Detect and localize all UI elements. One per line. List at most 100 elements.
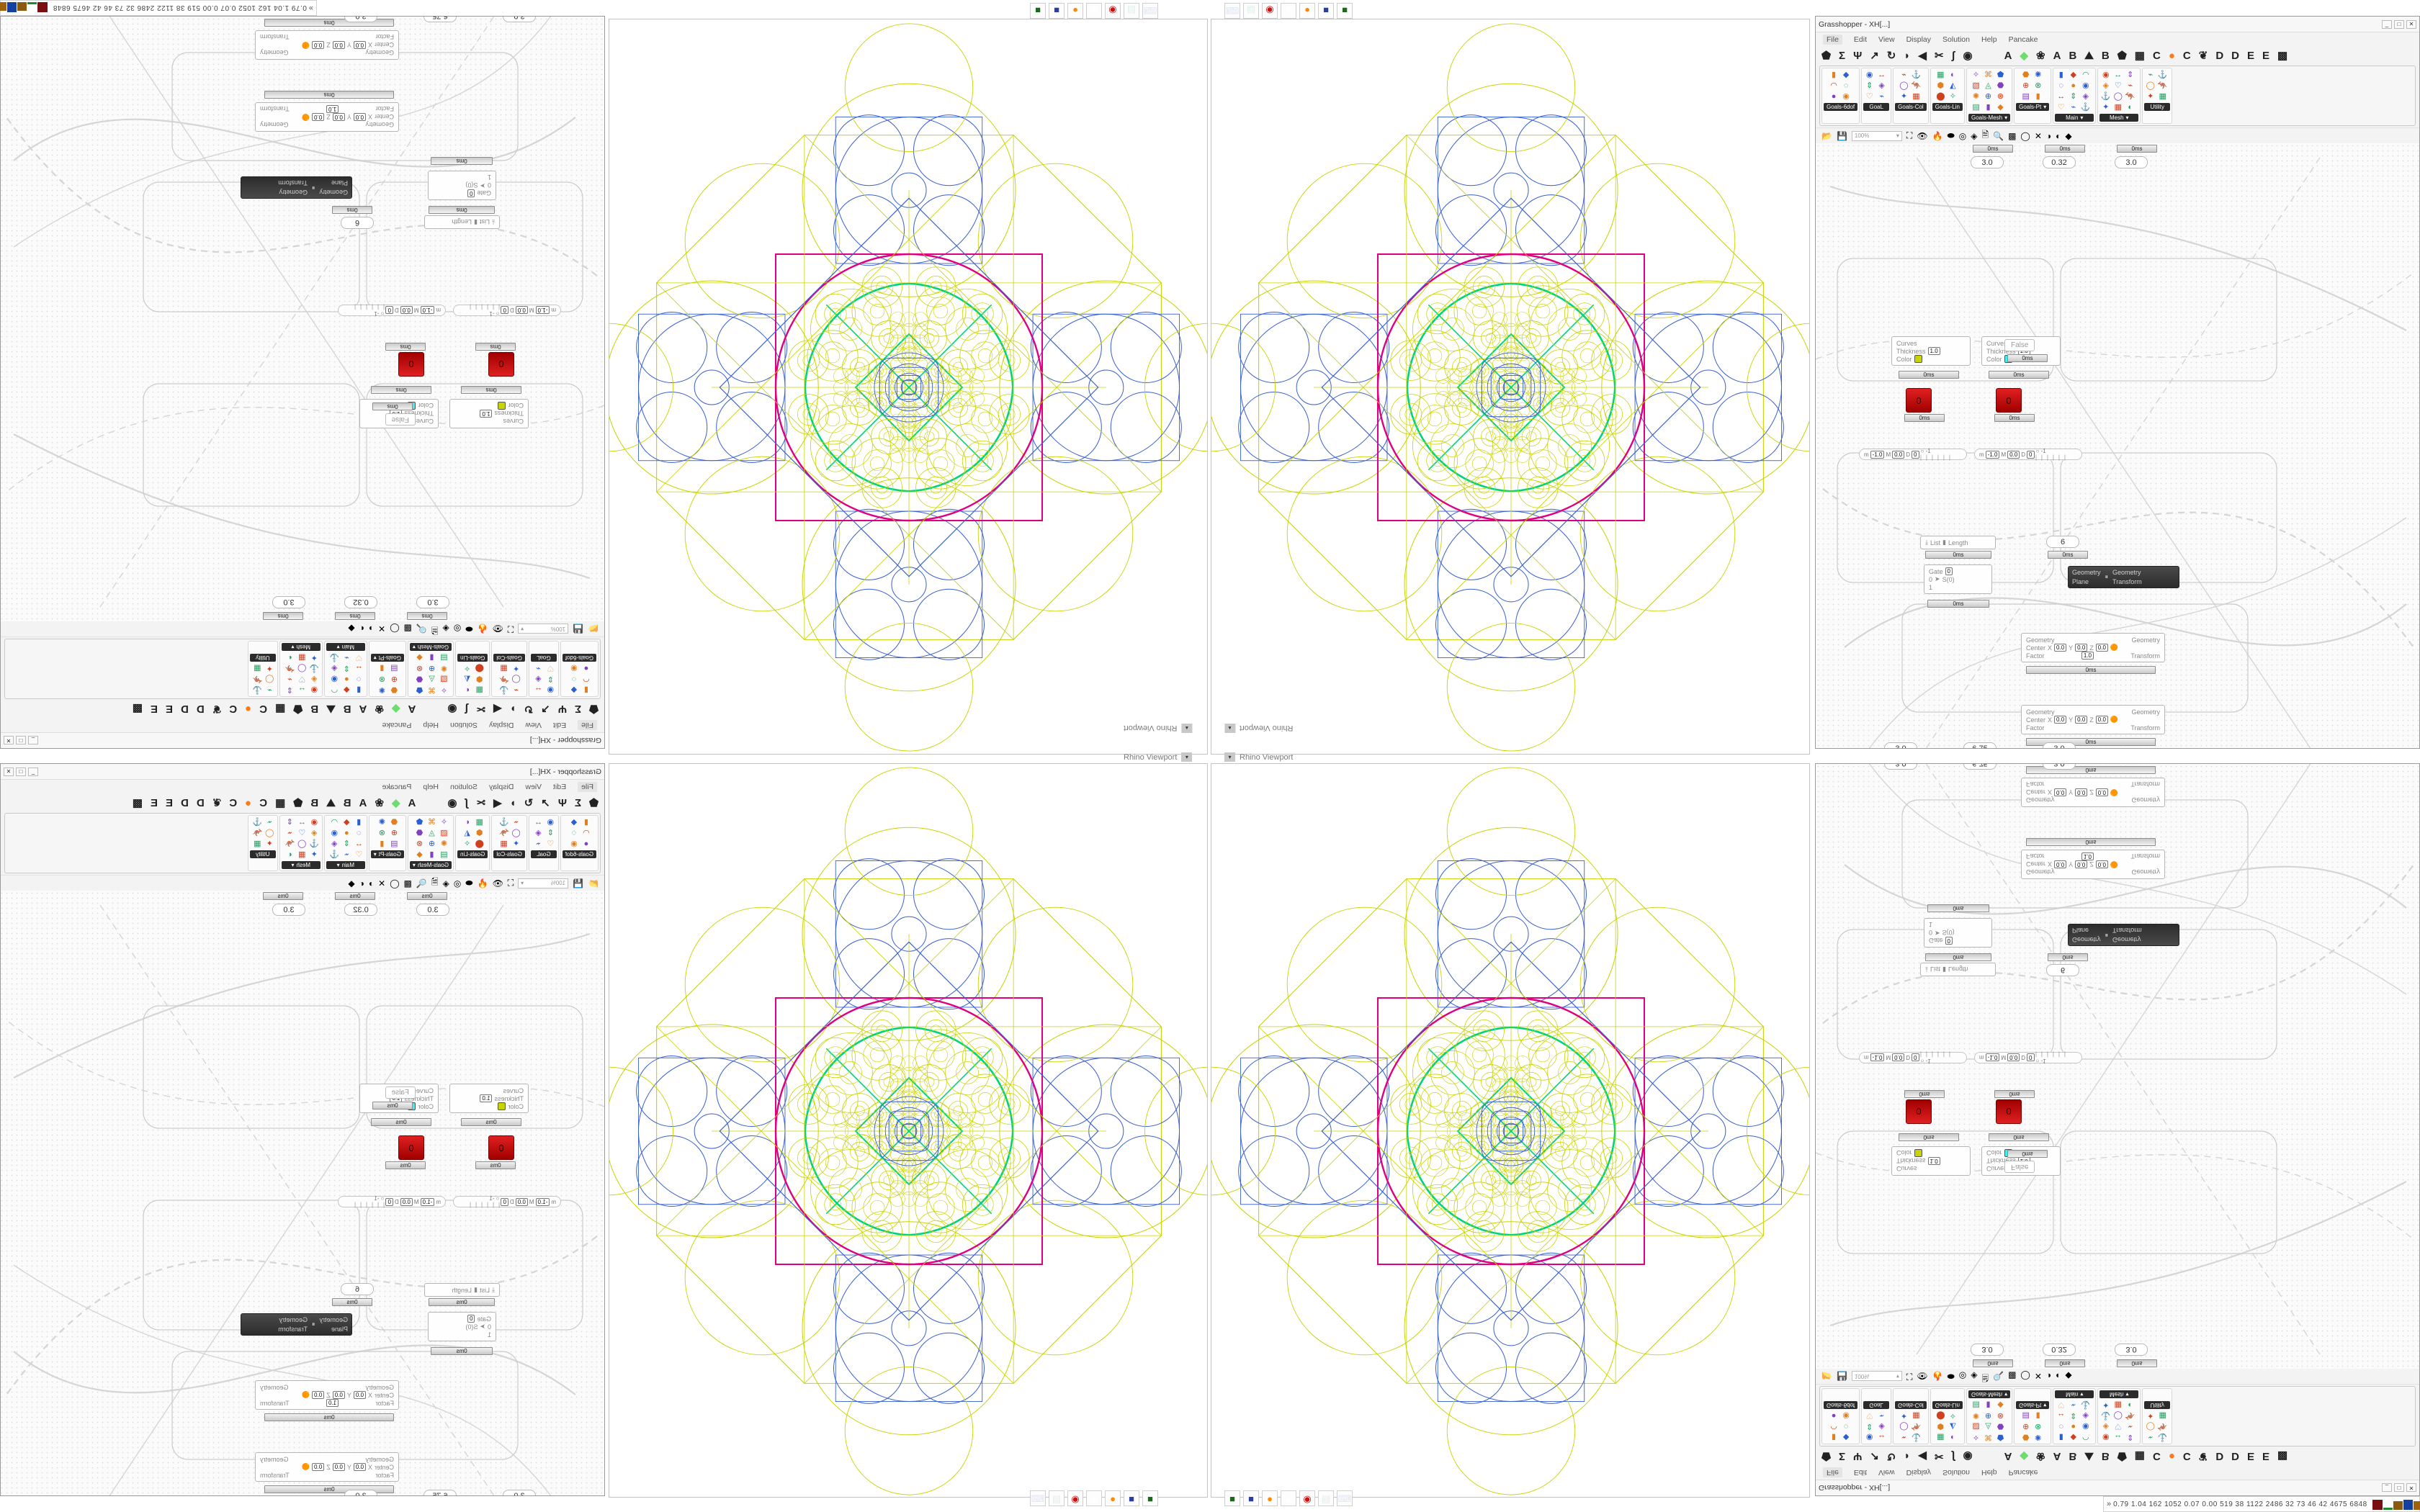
palette-component-icon[interactable]: ⌘ [427,818,436,827]
palette-group-main[interactable]: ▮ ◆ ◠ ◌ ● ◉ ↔ ⇕ ◈ ♡ ⌁ ⚓ Main ▾ [323,815,367,871]
ribbon-glyph-icon[interactable]: Ψ [1853,49,1863,62]
center-y-input[interactable]: 0.0 [332,1391,345,1399]
ribbon-tab-icon[interactable]: ▦ [275,703,286,715]
flip-component[interactable]: 0 [1996,1099,2022,1124]
ribbon-tab-icon[interactable]: A [359,796,367,809]
palette-group-mesh[interactable]: ◉ ↔ ⇕ ◈ ♡ ⌁ ⚓ ◯ 🦘 ✦ ▦ ◐ Mesh ▾ [2097,1388,2141,1444]
chevron-down-icon[interactable]: ▾ [412,862,416,868]
palette-component-icon[interactable]: ◉ [1865,71,1873,79]
palette-component-icon[interactable]: ◈ [2102,1422,2109,1431]
center-x-input[interactable]: 0.0 [2054,860,2067,868]
flame-icon[interactable]: 🔥 [477,624,488,634]
palette-component-icon[interactable]: ▧ [1972,1422,1980,1431]
maximize-button[interactable]: □ [16,767,26,776]
palette-component-icon[interactable]: 🦘 [252,675,263,683]
ribbon-tab-icon[interactable]: B [310,796,319,809]
palette-component-icon[interactable]: ⬤ [475,664,484,672]
palette-tab-label[interactable]: Goals-Lin [457,654,488,662]
ribbon-tab-icon[interactable]: C [2152,49,2161,62]
palette-component-icon[interactable]: ◐ [287,653,292,662]
center-y-input[interactable]: 0.0 [2075,788,2088,796]
close-button[interactable]: ✕ [4,736,14,745]
palette-group-goals-mesh[interactable]: ✧ ⌘ ⬟ ▧ ◬ ⬣ ✺ ⊕ ⊗ ▤ ▮ ◆ Goals-Mesh ▾ [407,641,454,697]
palette-component-icon[interactable]: ↔ [354,840,363,848]
save-file-icon[interactable]: 💾 [1836,1371,1847,1382]
palette-component-icon[interactable]: ◠ [2081,71,2089,79]
ribbon-tab-icon[interactable]: ❦ [212,797,222,809]
menu-file[interactable]: File [1823,35,1842,45]
component-palette[interactable]: ▮ ◆ ◠ ◌ ● ◉ Goals-6dof ◉ ↔ ⇕ ◈ ♡ ⌁ GoaL ⌁ ⚓ ◯ 🦘 ✦ ▦ Goals-Co… [1819,1386,2416,1446]
menu-display[interactable]: Display [1906,1468,1932,1477]
palette-component-icon[interactable]: ▮ [429,653,434,662]
number-slider-pill[interactable]: 3.0 [2043,742,2076,748]
ribbon-tab-icon[interactable]: D [2231,49,2239,62]
ribbon-tab-icon[interactable]: A [2053,49,2061,62]
preview-eye-icon[interactable]: 👁 [1917,130,1928,141]
count-panel[interactable]: 6 [2046,964,2079,976]
palette-tab-label[interactable]: Utility [249,850,276,858]
chevron-down-icon[interactable]: ▾ [336,862,340,868]
palette-component-icon[interactable]: ⇕ [1866,81,1873,90]
palette-component-icon[interactable]: ⇕ [2070,92,2077,101]
ribbon-tab-icon[interactable]: ⬟ [2117,50,2127,62]
palette-component-icon[interactable]: ◆ [416,653,423,662]
palette-component-icon[interactable]: ⇕ [2127,1433,2134,1441]
palette-component-icon[interactable]: ▦ [1912,92,1920,101]
ribbon-glyph-icon[interactable]: ʃ [465,703,469,716]
chevron-down-icon[interactable]: ▾ [2004,114,2008,121]
palette-component-icon[interactable]: 🦘 [284,664,295,672]
slider-min-input[interactable]: -1.0 [420,306,435,315]
ribbon-tab-icon[interactable]: B [310,703,319,716]
ribbon-tab-icon[interactable]: D [2231,1450,2239,1463]
notepad-icon[interactable]: ▤ [1243,3,1259,19]
profiler-icon[interactable]: ◎ [453,624,462,634]
palette-component-icon[interactable]: ↔ [2057,92,2066,101]
calculator-icon[interactable]: ⌨ [1224,3,1240,19]
number-slider-pill[interactable]: 3.0 [2043,763,2076,770]
ribbon-glyph-icon[interactable]: Σ [1839,49,1846,62]
floppy-64-icon[interactable]: ■ [1124,1490,1139,1506]
palette-component-icon[interactable]: ▮ [583,818,588,827]
palette-component-icon[interactable]: ◯ [1899,1422,1909,1431]
menu-view[interactable]: View [525,721,542,729]
menu-help[interactable]: Help [423,783,439,791]
recording-icon[interactable]: ◉ [1105,3,1121,19]
ribbon-tab-icon[interactable]: ▦ [275,797,286,809]
palette-component-icon[interactable]: ▮ [1986,103,1991,112]
save-green-icon[interactable]: ■ [1030,3,1046,19]
menu-edit[interactable]: Edit [1853,35,1868,44]
slider-value-input[interactable]: 0 [385,1197,393,1206]
palette-tab-label[interactable]: Mesh ▾ [281,643,321,651]
ghost-icon[interactable]: ◐ [2056,130,2061,141]
palette-component-icon[interactable]: ◈ [331,664,338,672]
slider-value-input[interactable]: 0 [1912,450,1919,459]
ribbon-tab-icon[interactable]: E [150,703,158,716]
palette-component-icon[interactable]: ✦ [310,653,318,662]
palette-tab-label[interactable]: GoaL [1863,1401,1890,1409]
palette-tab-label[interactable]: Mesh ▾ [2099,114,2139,122]
red-blob-icon[interactable]: ◆ [348,624,355,634]
center-x-input[interactable]: 0.0 [353,41,366,49]
slider-min-input[interactable]: -1.0 [535,306,550,315]
center-y-input[interactable]: 0.0 [332,1463,345,1471]
flame-icon[interactable]: 🔥 [1932,130,1943,141]
transform-component[interactable]: Geometry Plane ⏸ Geometry Transform [2068,566,2179,588]
ribbon-tab-icon[interactable]: C [2182,1450,2191,1463]
palette-component-icon[interactable]: ⇕ [2070,1411,2077,1420]
palette-tab-label[interactable]: Goals-Pt ▾ [370,654,404,662]
palette-component-icon[interactable]: ◭ [464,675,470,683]
ribbon-tab-icon[interactable]: B [2069,49,2077,62]
palette-component-icon[interactable]: ✧ [464,840,471,848]
rhino-viewport-top-right[interactable] [1211,19,1810,755]
stream-gate-component[interactable]: Gate 0 0 ➤ S(0) 1 [428,1312,496,1341]
capsule-icon[interactable]: ⬬ [1947,130,1955,140]
palette-component-icon[interactable]: ▤ [2022,1411,2030,1420]
palette-component-icon[interactable]: ◉ [331,829,339,837]
preview-eye-icon[interactable]: 👁 [492,878,503,888]
slider-min-input[interactable]: -1.0 [535,1197,550,1206]
palette-component-icon[interactable]: ◯ [2113,92,2123,101]
ribbon-tab-icon[interactable]: D [181,703,189,716]
minimize-button[interactable]: _ [28,736,38,745]
open-file-icon[interactable]: 📂 [1821,1371,1832,1382]
